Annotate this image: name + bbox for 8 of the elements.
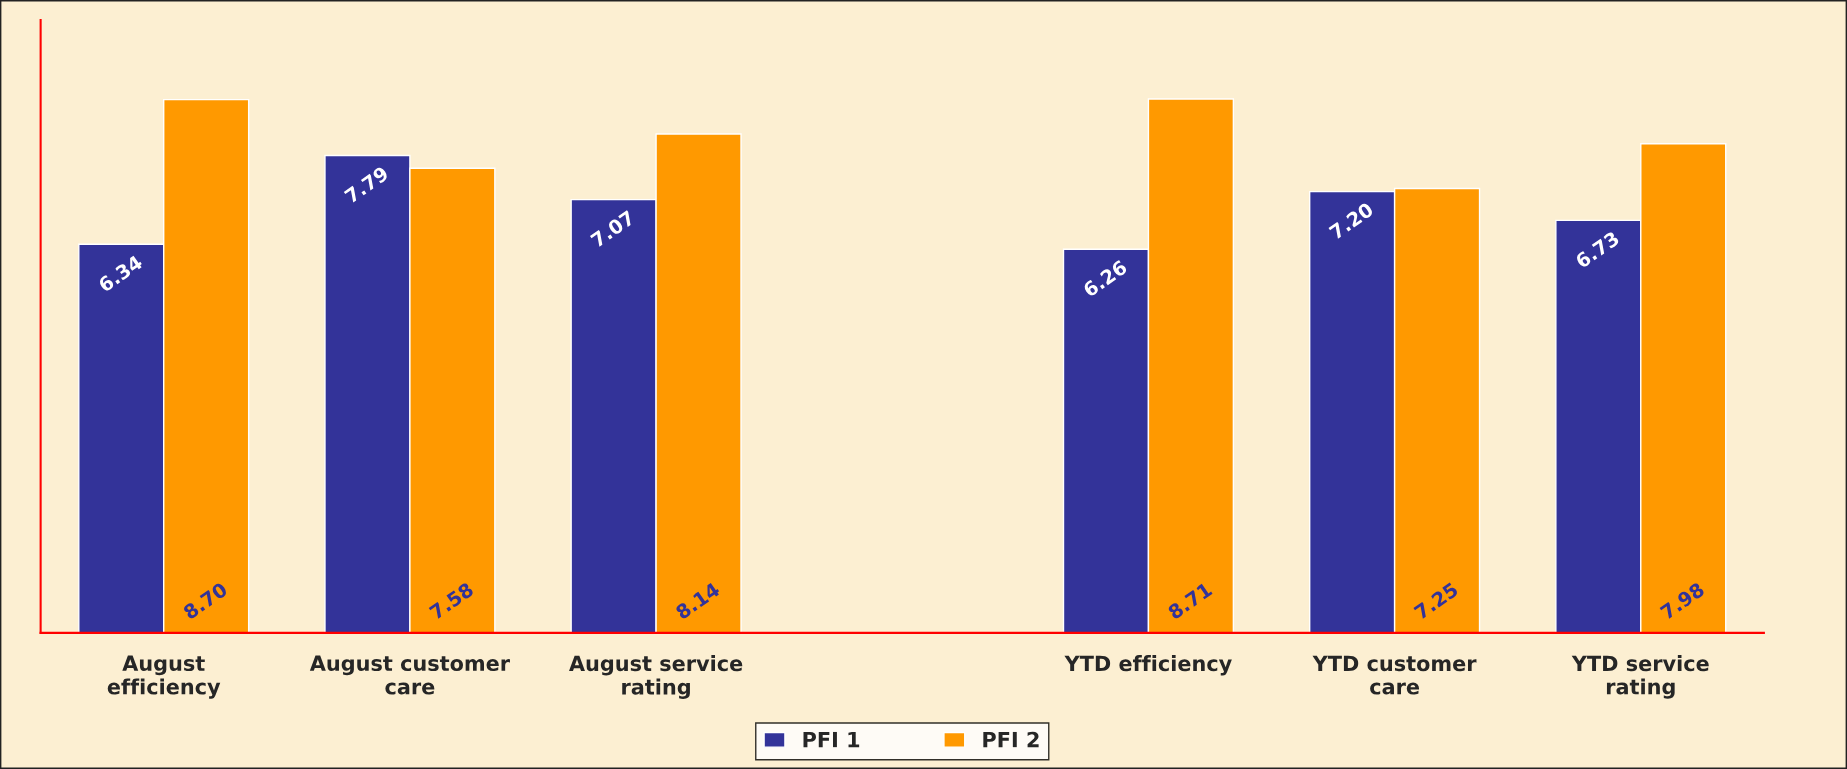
legend-label: PFI 2 <box>983 731 1039 748</box>
x-tick-label: YTD efficiency <box>1064 655 1232 676</box>
x-tick-label: YTD customer care <box>1312 655 1477 695</box>
x-tick-label: August customer care <box>309 655 510 695</box>
x-tick-label: August service rating <box>569 655 743 699</box>
x-tick-label: August efficiency <box>107 655 221 699</box>
legend-label: PFI 1 <box>803 731 860 748</box>
x-tick-label: YTD service rating <box>1571 655 1709 699</box>
